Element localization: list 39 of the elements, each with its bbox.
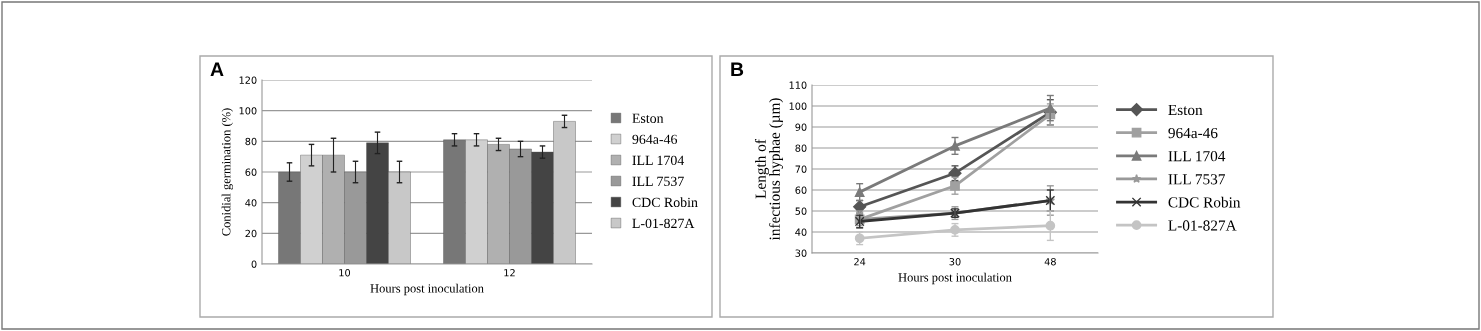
legend-label: L-01-827A [1168, 220, 1237, 231]
y-tick-label: 100 [239, 107, 257, 115]
chart-title: A [210, 62, 224, 76]
legend-label: CDC Robin [632, 197, 698, 208]
y-tick-label: 80 [795, 144, 807, 152]
y-tick-label: 0 [251, 260, 257, 268]
legend-label: Eston [632, 113, 664, 123]
y-tick-label: 40 [795, 228, 807, 236]
y-tick-label: 60 [795, 186, 807, 194]
y-axis-title: Length of infectious hyphae (µm) [754, 98, 784, 241]
x-tick-label: 30 [949, 258, 961, 266]
x-axis-title: Hours post inoculation [898, 272, 1012, 285]
legend-label: ILL 7537 [1168, 174, 1225, 185]
legend-label: ILL 1704 [632, 155, 685, 166]
y-tick-label: 40 [245, 199, 257, 207]
y-tick-label: 80 [245, 137, 257, 146]
y-tick-label: 20 [245, 229, 257, 238]
y-tick-label: 50 [795, 207, 807, 215]
x-tick-label: 48 [1044, 258, 1056, 266]
legend-label: 964a-46 [1168, 127, 1218, 139]
legend-label: Eston [1168, 104, 1203, 116]
legend-label: 964a-46 [632, 134, 678, 144]
y-tick-label: 100 [789, 102, 807, 110]
legend-label: ILL 1704 [1168, 151, 1226, 162]
y-tick-label: 120 [239, 76, 257, 84]
y-tick-label: 70 [795, 165, 807, 173]
x-tick-label: 24 [854, 258, 866, 266]
chart-title: B [731, 62, 744, 76]
y-tick-label: 30 [795, 249, 807, 257]
legend-label: CDC Robin [1168, 196, 1241, 208]
legend-label: ILL 7537 [632, 176, 684, 187]
legend-label: L-01-827A [632, 218, 695, 229]
x-axis-title: Hours post inoculation [370, 283, 484, 296]
x-tick-label: 12 [504, 269, 515, 277]
y-tick-label: 90 [795, 123, 807, 131]
y-tick-label: 110 [789, 81, 807, 89]
x-tick-label: 10 [339, 269, 351, 277]
y-axis-title: Conidial germination (%) [221, 108, 234, 236]
y-tick-label: 60 [245, 168, 257, 176]
